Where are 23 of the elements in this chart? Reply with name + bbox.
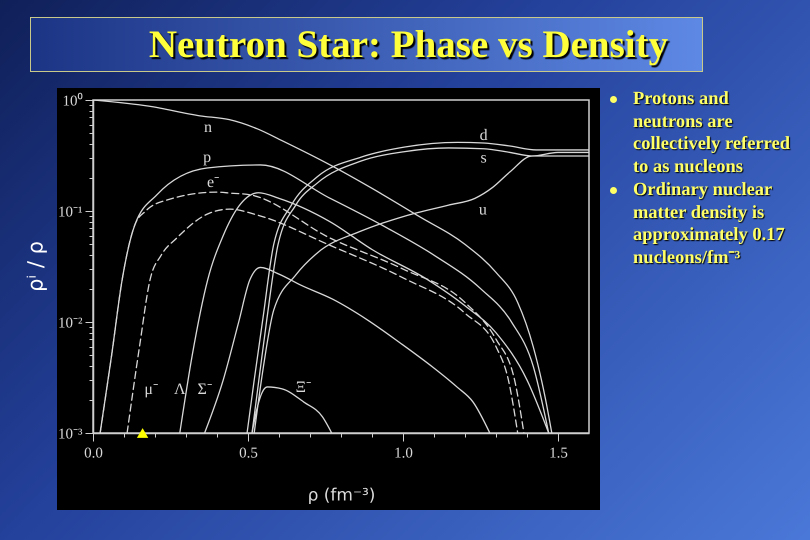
text: Ordinary nuclear matter density is approximately 0.17 nucleons/fm⁻³: [633, 180, 785, 268]
text: Protons and neutrons are collectively referred to as nucleons: [633, 89, 790, 178]
x-tick-label: 1.5: [549, 446, 568, 462]
x-tick-label: 0.5: [239, 446, 258, 462]
y-axis-title: ρⁱ / ρ: [24, 241, 48, 292]
series-label: p: [203, 149, 212, 166]
series-label: n: [204, 118, 212, 136]
y-tick-label: 10⁻³: [58, 426, 83, 442]
x-axis-title: ρ (fm⁻³): [308, 486, 376, 506]
x-tick-label: 1.0: [394, 446, 413, 462]
chart-title: Neutron Star: Phase vs Density: [30, 17, 703, 72]
y-tick-label: 10⁻¹: [58, 204, 82, 220]
series-label: d: [480, 126, 488, 144]
series-label: μ⁻: [144, 381, 158, 398]
series-label: e⁻: [206, 174, 220, 192]
series-label: Σ⁻: [197, 381, 212, 398]
series-label: Ξ⁻: [296, 378, 311, 396]
series-label: s: [480, 150, 487, 167]
y-tick-label: 10⁻²: [58, 316, 83, 332]
y-tick-label: 10⁰: [62, 92, 82, 110]
series-label: u: [478, 201, 487, 218]
series-label: Λ: [174, 381, 186, 398]
x-tick-label: 0.0: [84, 446, 103, 462]
